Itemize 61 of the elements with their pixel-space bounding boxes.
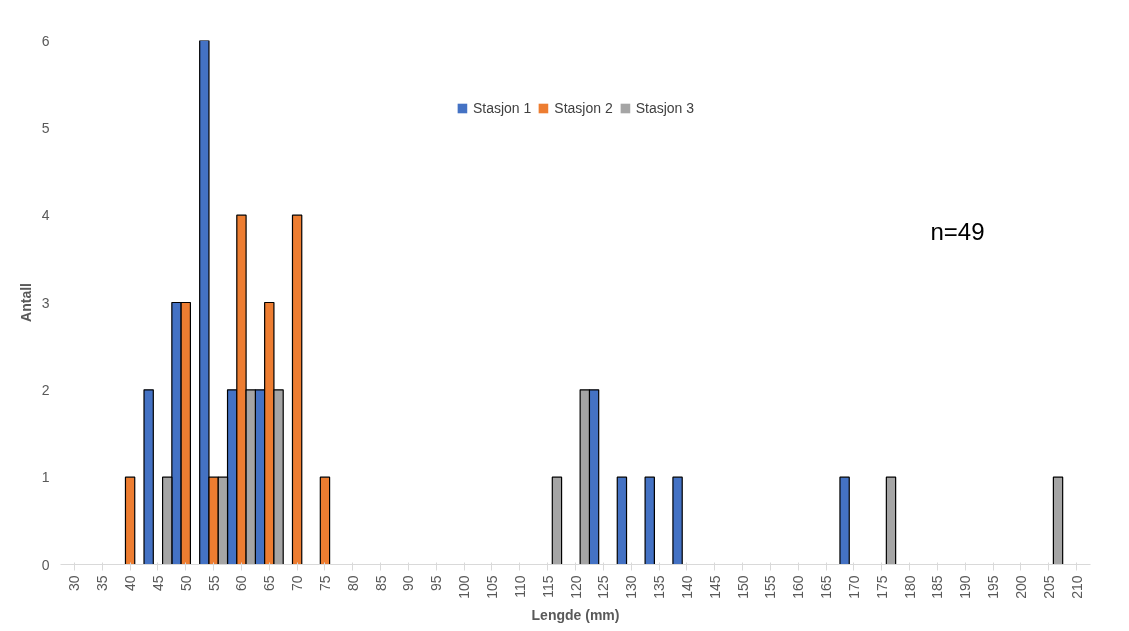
x-tick-label: 155 <box>762 575 779 599</box>
x-tick-label: 55 <box>205 575 222 592</box>
bar <box>1052 476 1064 565</box>
x-tick-label: 135 <box>651 575 668 599</box>
y-tick-label: 0 <box>41 556 50 573</box>
legend-label: Stasjon 3 <box>635 100 695 116</box>
x-tick-label: 35 <box>94 575 111 592</box>
x-tick-label: 115 <box>539 575 556 598</box>
legend-label: Stasjon 1 <box>472 100 532 116</box>
bar <box>644 476 655 565</box>
bar <box>143 389 154 565</box>
y-tick-label: 2 <box>41 381 50 398</box>
x-tick-label: 40 <box>122 575 139 592</box>
x-tick-label: 190 <box>957 575 974 599</box>
y-tick-label: 6 <box>41 32 50 49</box>
bar <box>672 476 683 565</box>
x-tick-label: 100 <box>456 575 473 599</box>
annotation: n=49 <box>930 217 985 245</box>
x-tick-label: 60 <box>233 575 250 592</box>
bar <box>291 214 303 565</box>
x-tick-label: 210 <box>1068 575 1085 599</box>
x-tick-label: 120 <box>567 575 584 599</box>
x-tick-label: 170 <box>845 575 862 599</box>
y-tick-label: 5 <box>41 119 50 136</box>
x-tick-label: 165 <box>818 575 835 599</box>
bar <box>319 476 331 565</box>
x-tick-label: 50 <box>177 575 194 592</box>
bar <box>839 476 850 565</box>
x-tick-label: 95 <box>428 575 445 592</box>
x-tick-label: 65 <box>261 575 278 592</box>
x-tick-label: 105 <box>483 575 500 599</box>
x-tick-label: 180 <box>901 575 918 599</box>
x-tick-label: 45 <box>149 575 166 592</box>
legend-label: Stasjon 2 <box>554 100 613 116</box>
x-tick-label: 125 <box>595 575 612 599</box>
x-tick-label: 175 <box>873 575 890 599</box>
x-tick-label: 185 <box>929 575 946 599</box>
x-tick-label: 200 <box>1012 575 1029 599</box>
y-tick-label: 3 <box>41 294 50 311</box>
x-tick-label: 150 <box>734 575 751 599</box>
x-tick-label: 75 <box>316 575 333 592</box>
x-tick-label: 30 <box>66 575 83 592</box>
x-tick-label: 130 <box>623 575 640 599</box>
bar <box>551 476 563 565</box>
x-tick-label: 85 <box>372 575 389 592</box>
x-tick-label: 160 <box>790 575 807 599</box>
bar <box>885 476 897 565</box>
x-tick-label: 110 <box>511 575 528 598</box>
x-tick-label: 195 <box>985 575 1002 599</box>
y-axis-title: Antall <box>17 283 34 322</box>
x-tick-label: 80 <box>344 575 361 592</box>
x-tick-label: 205 <box>1040 575 1057 599</box>
x-axis-title: Lengde (mm) <box>531 606 620 623</box>
x-tick-label: 70 <box>289 575 306 592</box>
x-tick-label: 90 <box>400 575 417 592</box>
y-tick-label: 4 <box>41 207 50 224</box>
y-tick-label: 1 <box>41 469 50 486</box>
bar <box>616 476 628 565</box>
bar <box>124 476 136 565</box>
x-tick-label: 140 <box>678 575 695 599</box>
x-tick-label: 145 <box>706 575 723 599</box>
